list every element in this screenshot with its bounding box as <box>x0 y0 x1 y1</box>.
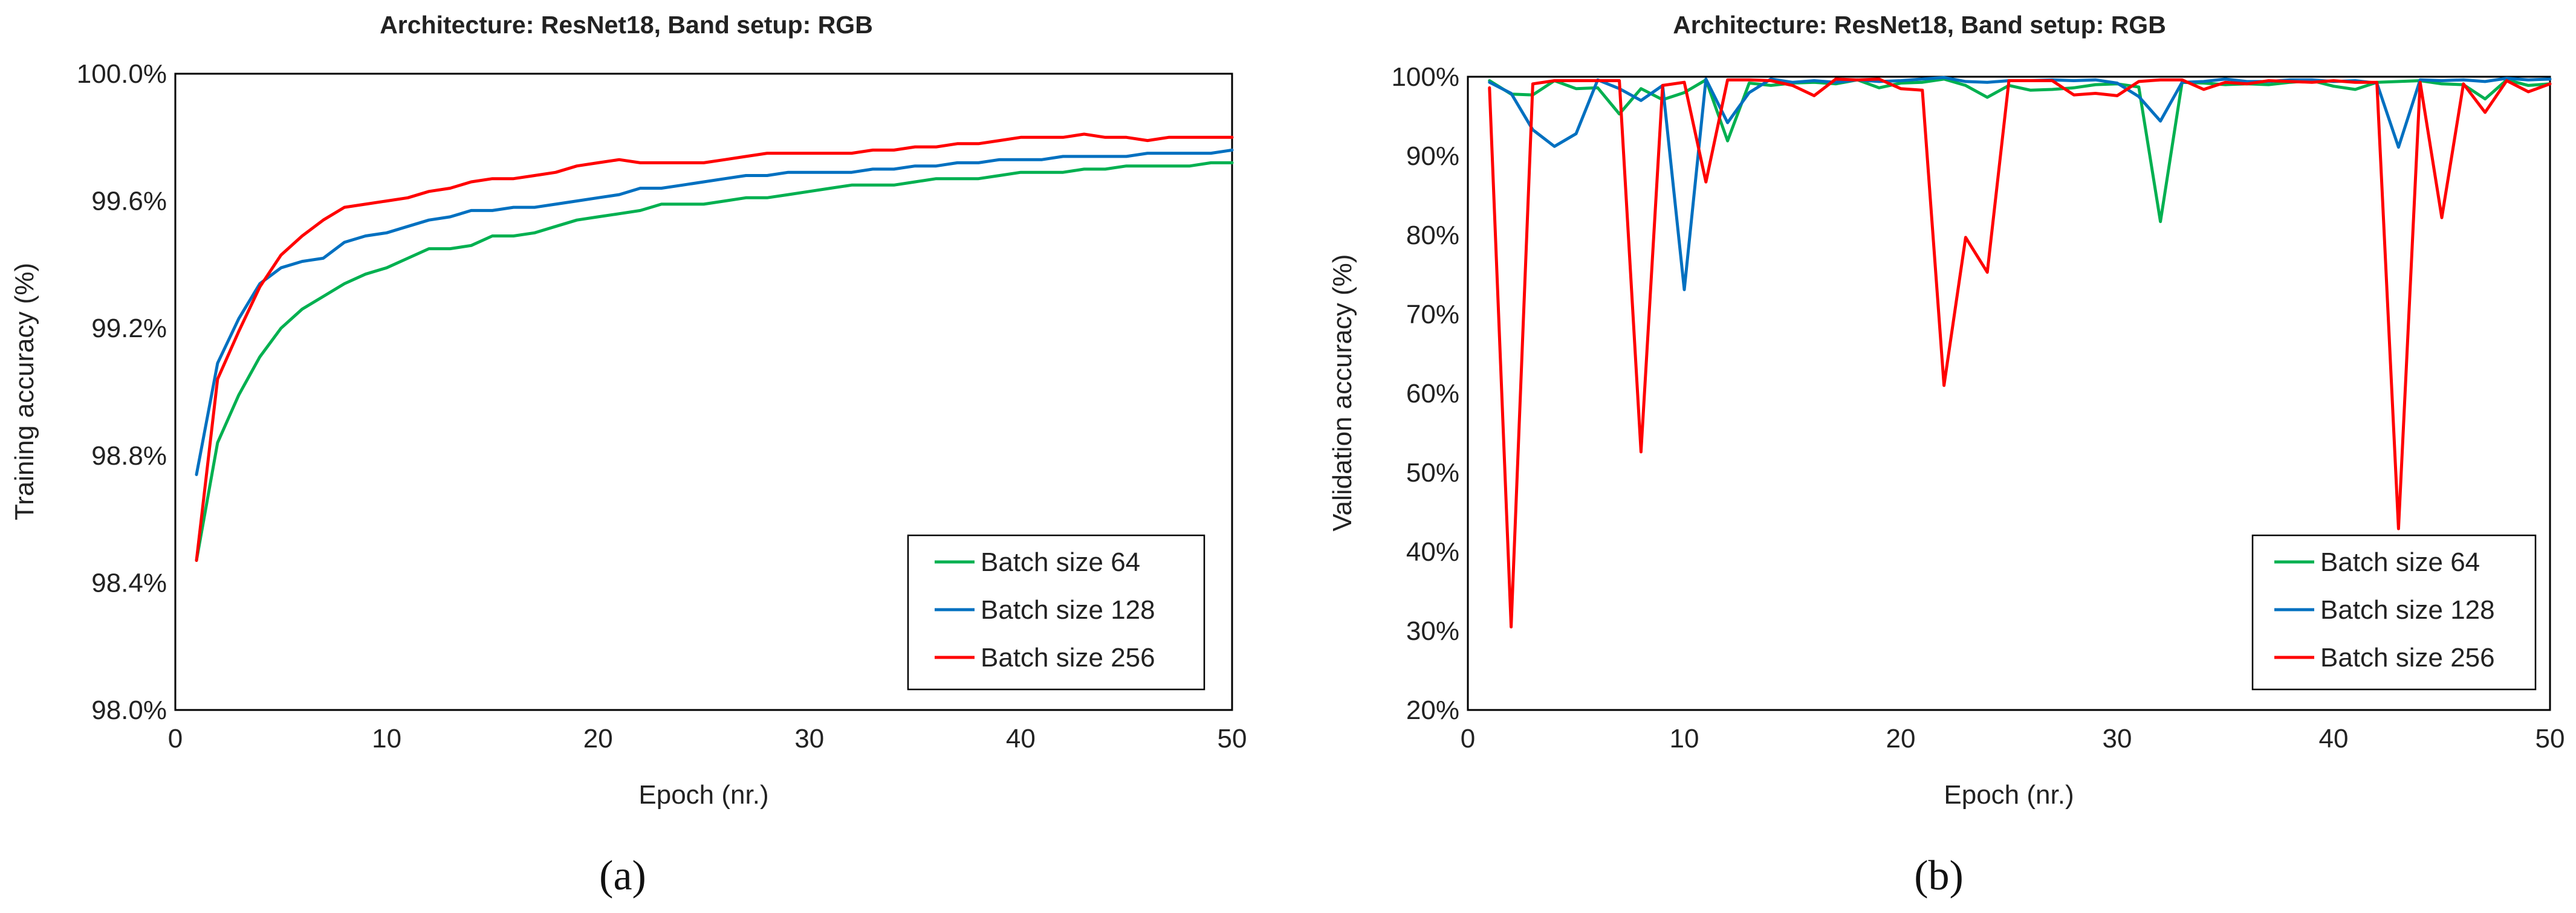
series-line-batch-size-64 <box>195 161 1234 562</box>
legend-label-batch-256: Batch size 256 <box>2320 643 2495 673</box>
series-line-batch-size-256 <box>195 132 1234 562</box>
y-tick-label: 100% <box>1391 62 1459 92</box>
validation-accuracy-chart: Architecture: ResNet18, Band setup: RGB … <box>1328 11 2565 899</box>
x-tick-label: 50 <box>1218 724 1247 753</box>
y-tick-label: 90% <box>1406 141 1459 171</box>
training-accuracy-chart: Architecture: ResNet18, Band setup: RGB … <box>10 11 1247 899</box>
x-axis-label: Epoch (nr.) <box>1944 780 2074 810</box>
x-tick-label: 30 <box>794 724 824 753</box>
x-axis-label: Epoch (nr.) <box>638 780 768 810</box>
series-line-batch-size-128 <box>195 148 1234 476</box>
y-tick-label: 98.0% <box>91 695 167 725</box>
y-tick-label: 20% <box>1406 695 1459 725</box>
x-tick-label: 50 <box>2535 724 2565 753</box>
chart-title: Architecture: ResNet18, Band setup: RGB <box>380 11 873 39</box>
y-tick-label: 60% <box>1406 379 1459 408</box>
panel-label-a: (a) <box>599 853 646 899</box>
x-tick-labels: 0 10 20 30 40 50 <box>168 724 1247 753</box>
y-tick-label: 70% <box>1406 300 1459 329</box>
x-tick-label: 40 <box>2319 724 2349 753</box>
y-tick-label: 80% <box>1406 221 1459 250</box>
x-tick-label: 10 <box>372 724 401 753</box>
y-axis-label: Training accuracy (%) <box>10 263 39 520</box>
y-tick-label: 50% <box>1406 458 1459 488</box>
y-tick-labels: 98.0% 98.4% 98.8% 99.2% 99.6% 100.0% <box>77 59 167 725</box>
y-tick-label: 100.0% <box>77 59 167 89</box>
chart-title: Architecture: ResNet18, Band setup: RGB <box>1673 11 2166 39</box>
legend: Batch size 64 Batch size 128 Batch size … <box>2251 534 2537 691</box>
x-tick-label: 10 <box>1670 724 1699 753</box>
y-tick-label: 99.6% <box>91 187 167 216</box>
series-lines <box>195 132 1234 562</box>
legend-box <box>907 534 1205 691</box>
x-tick-label: 0 <box>1461 724 1475 753</box>
y-tick-label: 98.8% <box>91 441 167 471</box>
x-tick-label: 20 <box>1886 724 1916 753</box>
series-line-batch-size-256 <box>1488 77 2552 628</box>
y-tick-label: 30% <box>1406 616 1459 646</box>
panel-label-b: (b) <box>1914 853 1964 899</box>
x-tick-labels: 0 10 20 30 40 50 <box>1461 724 2565 753</box>
x-tick-label: 40 <box>1006 724 1036 753</box>
legend-label-batch-64: Batch size 64 <box>981 547 1140 577</box>
y-axis-label: Validation accuracy (%) <box>1328 254 1357 532</box>
x-tick-label: 20 <box>583 724 613 753</box>
x-tick-label: 30 <box>2103 724 2132 753</box>
y-tick-label: 99.2% <box>91 314 167 343</box>
legend-box <box>2251 534 2537 691</box>
legend-label-batch-128: Batch size 128 <box>981 595 1155 625</box>
series-lines <box>1488 76 2552 628</box>
legend: Batch size 64 Batch size 128 Batch size … <box>907 534 1205 691</box>
y-tick-labels: 20% 30% 40% 50% 60% 70% 80% 90% 100% <box>1391 62 1459 725</box>
legend-label-batch-64: Batch size 64 <box>2320 547 2480 577</box>
legend-label-batch-256: Batch size 256 <box>981 643 1155 673</box>
y-tick-label: 98.4% <box>91 568 167 598</box>
x-tick-label: 0 <box>168 724 183 753</box>
y-tick-label: 40% <box>1406 537 1459 567</box>
legend-label-batch-128: Batch size 128 <box>2320 595 2495 625</box>
